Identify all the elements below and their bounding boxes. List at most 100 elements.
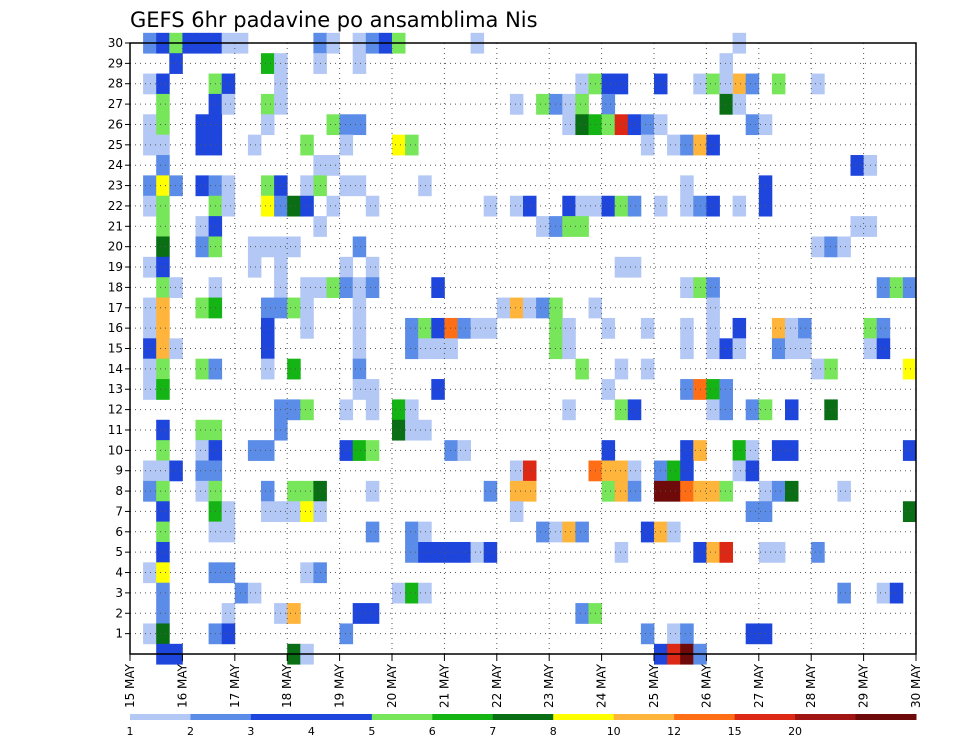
heatmap-cell <box>261 175 275 197</box>
x-tick-label: 19 MAY <box>333 663 347 708</box>
heatmap-cell <box>811 541 825 563</box>
heatmap-cell <box>601 440 616 461</box>
heatmap-cell <box>667 480 681 502</box>
y-tick-label: 24 <box>108 158 123 172</box>
heatmap-cell <box>575 73 589 95</box>
heatmap-cell <box>614 358 629 380</box>
y-tick-label: 20 <box>108 240 123 254</box>
x-tick-label: 22 MAY <box>490 663 504 708</box>
heatmap-cell <box>732 460 747 482</box>
heatmap-cell <box>457 317 471 339</box>
heatmap-cell <box>575 195 589 217</box>
heatmap-cell <box>509 93 524 115</box>
heatmap-cell <box>261 236 275 258</box>
heatmap-cell <box>601 379 616 400</box>
heatmap-cell <box>247 236 262 258</box>
heatmap-cell <box>247 582 262 604</box>
heatmap-cell <box>627 399 642 421</box>
heatmap-cell <box>902 358 917 380</box>
heatmap-cell <box>156 419 170 441</box>
heatmap-cell <box>745 114 760 136</box>
y-tick-label: 9 <box>115 464 123 478</box>
y-tick-label: 19 <box>108 260 123 274</box>
x-tick-label: 21 MAY <box>437 663 451 708</box>
heatmap-cell <box>169 53 183 74</box>
y-axis: 1234567891011121314151617181920212223242… <box>108 36 130 641</box>
heatmap-cell <box>771 480 786 502</box>
heatmap-cell <box>509 195 524 217</box>
heatmap-cell <box>431 379 445 400</box>
heatmap-cell <box>221 623 236 645</box>
heatmap-cell <box>156 501 170 523</box>
heatmap-cell <box>719 379 733 400</box>
heatmap-cell <box>392 419 406 441</box>
heatmap-cell <box>300 195 314 217</box>
heatmap-cell <box>261 297 275 319</box>
heatmap-cell <box>405 582 419 604</box>
heatmap-cell <box>562 114 576 136</box>
y-tick-label: 3 <box>115 586 123 600</box>
heatmap-cell <box>771 541 786 563</box>
heatmap-cell <box>365 521 380 543</box>
colorbar-swatch <box>492 714 554 720</box>
heatmap-cell <box>156 216 170 237</box>
heatmap-cell <box>680 195 694 217</box>
heatmap-cell <box>902 440 917 461</box>
heatmap-cell <box>221 603 236 624</box>
heatmap-cell <box>261 53 275 74</box>
heatmap-cell <box>392 134 406 156</box>
heatmap-cell <box>444 317 458 339</box>
heatmap-cell <box>261 440 275 461</box>
heatmap-cell <box>326 114 340 136</box>
heatmap-cell <box>732 317 747 339</box>
heatmap-cell <box>785 480 799 502</box>
heatmap-cell <box>680 460 694 482</box>
heatmap-cell <box>706 134 720 156</box>
heatmap-cell <box>287 501 301 523</box>
heatmap-cell <box>195 236 209 258</box>
heatmap-cell <box>444 338 458 360</box>
colorbar-swatch <box>190 714 252 720</box>
heatmap-cell <box>405 317 419 339</box>
heatmap-cell <box>247 134 262 156</box>
heatmap-cell <box>667 521 681 543</box>
heatmap-cell <box>156 175 170 197</box>
heatmap-cell <box>405 541 419 563</box>
heatmap-cell <box>601 93 616 115</box>
heatmap-cell <box>405 134 419 156</box>
heatmap-cell <box>221 73 236 95</box>
heatmap-cell <box>156 582 170 604</box>
heatmap-cell <box>418 582 432 604</box>
heatmap-cell <box>195 419 209 441</box>
heatmap-cell <box>614 114 629 136</box>
heatmap-cell <box>640 358 655 380</box>
heatmap-cell <box>287 480 301 502</box>
y-tick-label: 1 <box>115 627 123 641</box>
heatmap-cell <box>706 195 720 217</box>
heatmap-cell <box>418 317 432 339</box>
heatmap-cell <box>614 195 629 217</box>
colorbar: 1 2 3 4 5 6 7 8 10 12 15 20 <box>127 714 917 738</box>
y-tick-label: 25 <box>108 138 123 152</box>
colorbar-swatch <box>250 714 312 720</box>
heatmap-cell <box>143 195 157 217</box>
x-tick-label: 18 MAY <box>280 663 294 708</box>
heatmap-cell <box>143 256 157 278</box>
heatmap-cell <box>719 480 733 502</box>
heatmap-cell <box>195 480 209 502</box>
y-tick-label: 13 <box>108 382 123 396</box>
heatmap-cell <box>680 317 694 339</box>
heatmap-cell <box>300 317 314 339</box>
heatmap-cell <box>287 195 301 217</box>
heatmap-cell <box>418 338 432 360</box>
colorbar-swatch <box>734 714 796 720</box>
heatmap-cell <box>876 317 891 339</box>
heatmap-cell <box>470 541 485 563</box>
heatmap-cell <box>706 277 720 298</box>
heatmap-cell <box>902 501 917 523</box>
heatmap-cell <box>261 358 275 380</box>
heatmap-cell <box>876 277 891 298</box>
heatmap-cell <box>261 480 275 502</box>
heatmap-cell <box>719 73 733 95</box>
